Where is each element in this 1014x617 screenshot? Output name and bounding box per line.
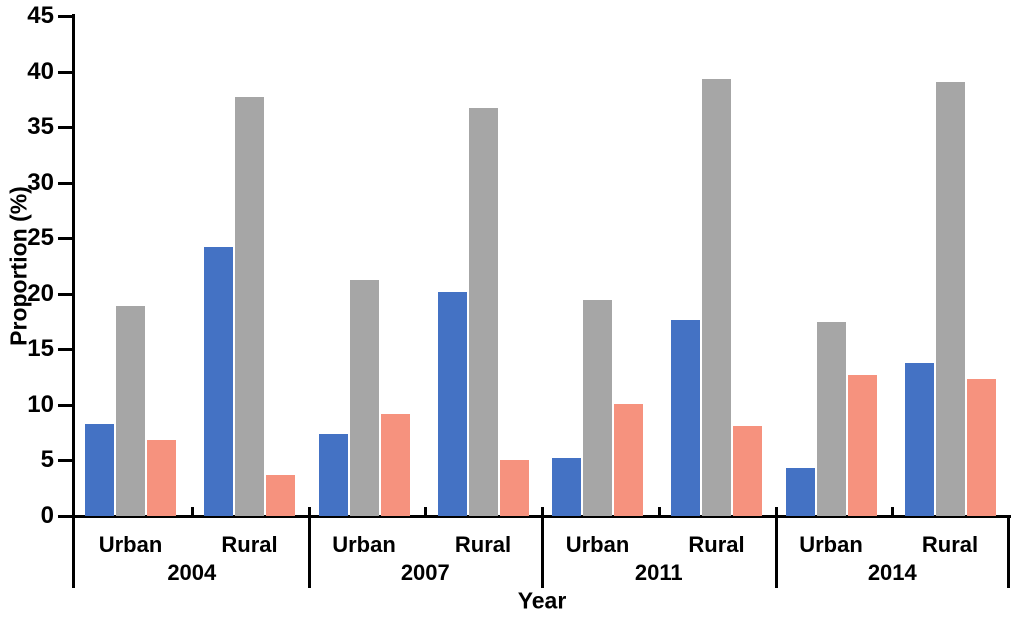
- y-tick-label: 35: [27, 113, 54, 141]
- bar-2011-urban-gray: [583, 300, 612, 516]
- x-group-label: 2014: [867, 560, 917, 585]
- y-tick: [58, 181, 72, 185]
- bar-2014-rural-gray: [935, 81, 965, 516]
- group-separator-line: [541, 516, 544, 588]
- subgroup-divider-tick: [424, 507, 428, 516]
- bar-2007-rural-salmon: [499, 460, 529, 516]
- bar-2011-rural-blue: [671, 320, 700, 516]
- y-tick: [58, 515, 72, 518]
- bar-2004-rural-salmon: [266, 474, 295, 516]
- subgroup-divider-tick: [190, 507, 194, 516]
- bar-2014-rural-blue: [904, 362, 934, 516]
- bar-2011-urban-blue: [552, 458, 581, 516]
- bar-2004-urban-salmon: [147, 440, 176, 516]
- bar-2014-rural-salmon: [966, 379, 996, 516]
- bar-2011-rural-salmon: [733, 426, 762, 516]
- bar-2007-urban-gray: [349, 280, 379, 516]
- bar-2004-urban-blue: [85, 423, 114, 516]
- x-subgroup-label: Rural: [221, 532, 278, 557]
- y-tick: [58, 403, 72, 407]
- bar-2007-rural-gray: [468, 108, 498, 516]
- right-boundary-line: [1007, 516, 1010, 588]
- x-subgroup-label: Rural: [454, 532, 512, 557]
- x-subgroup-label: Urban: [332, 532, 396, 557]
- y-axis-title: Proportion (%): [5, 186, 32, 346]
- y-tick: [58, 348, 72, 352]
- subgroup-divider-tick: [891, 507, 895, 516]
- y-tick-label: 15: [27, 335, 54, 363]
- y-tick-label: 45: [27, 2, 54, 29]
- y-tick: [58, 15, 72, 18]
- group-separator-line: [307, 516, 311, 588]
- group-boundary-tick: [774, 507, 778, 516]
- y-tick-label: 40: [27, 57, 54, 85]
- bar-2004-rural-gray: [235, 97, 264, 516]
- x-subgroup-label: Urban: [565, 532, 630, 557]
- x-group-label: 2004: [167, 560, 217, 585]
- y-tick: [58, 237, 72, 241]
- subgroup-divider-tick: [657, 507, 661, 516]
- bar-2011-rural-gray: [702, 79, 731, 516]
- y-tick-label: 30: [27, 168, 54, 196]
- y-tick-label: 5: [40, 446, 54, 474]
- y-tick: [58, 292, 72, 296]
- group-boundary-tick: [307, 507, 311, 516]
- x-subgroup-label: Rural: [921, 532, 979, 557]
- bar-2014-urban-salmon: [847, 374, 877, 516]
- x-group-label: 2011: [634, 560, 683, 585]
- bar-2007-rural-blue: [437, 291, 467, 516]
- x-axis-title: Year: [517, 587, 567, 614]
- x-group-label: 2007: [400, 560, 450, 585]
- bar-2004-rural-blue: [204, 247, 233, 516]
- y-axis-line: [72, 14, 75, 588]
- bar-2004-urban-gray: [116, 306, 145, 516]
- x-subgroup-label: Rural: [688, 532, 745, 557]
- y-tick: [58, 459, 72, 463]
- y-tick-label: 10: [27, 390, 54, 418]
- group-separator-line: [774, 516, 778, 588]
- group-boundary-tick: [541, 507, 544, 516]
- bar-2011-urban-salmon: [614, 403, 643, 516]
- y-tick-label: 25: [27, 224, 54, 252]
- bar-2014-urban-blue: [785, 468, 815, 516]
- y-tick: [58, 70, 72, 74]
- bar-2007-urban-salmon: [380, 413, 410, 516]
- y-tick-label: 20: [27, 279, 54, 307]
- bar-2007-urban-blue: [318, 433, 348, 516]
- x-subgroup-label: Urban: [98, 532, 163, 557]
- y-tick-label: 0: [40, 502, 54, 529]
- bar-2014-urban-gray: [816, 321, 846, 516]
- x-subgroup-label: Urban: [799, 532, 863, 557]
- y-tick: [58, 126, 72, 130]
